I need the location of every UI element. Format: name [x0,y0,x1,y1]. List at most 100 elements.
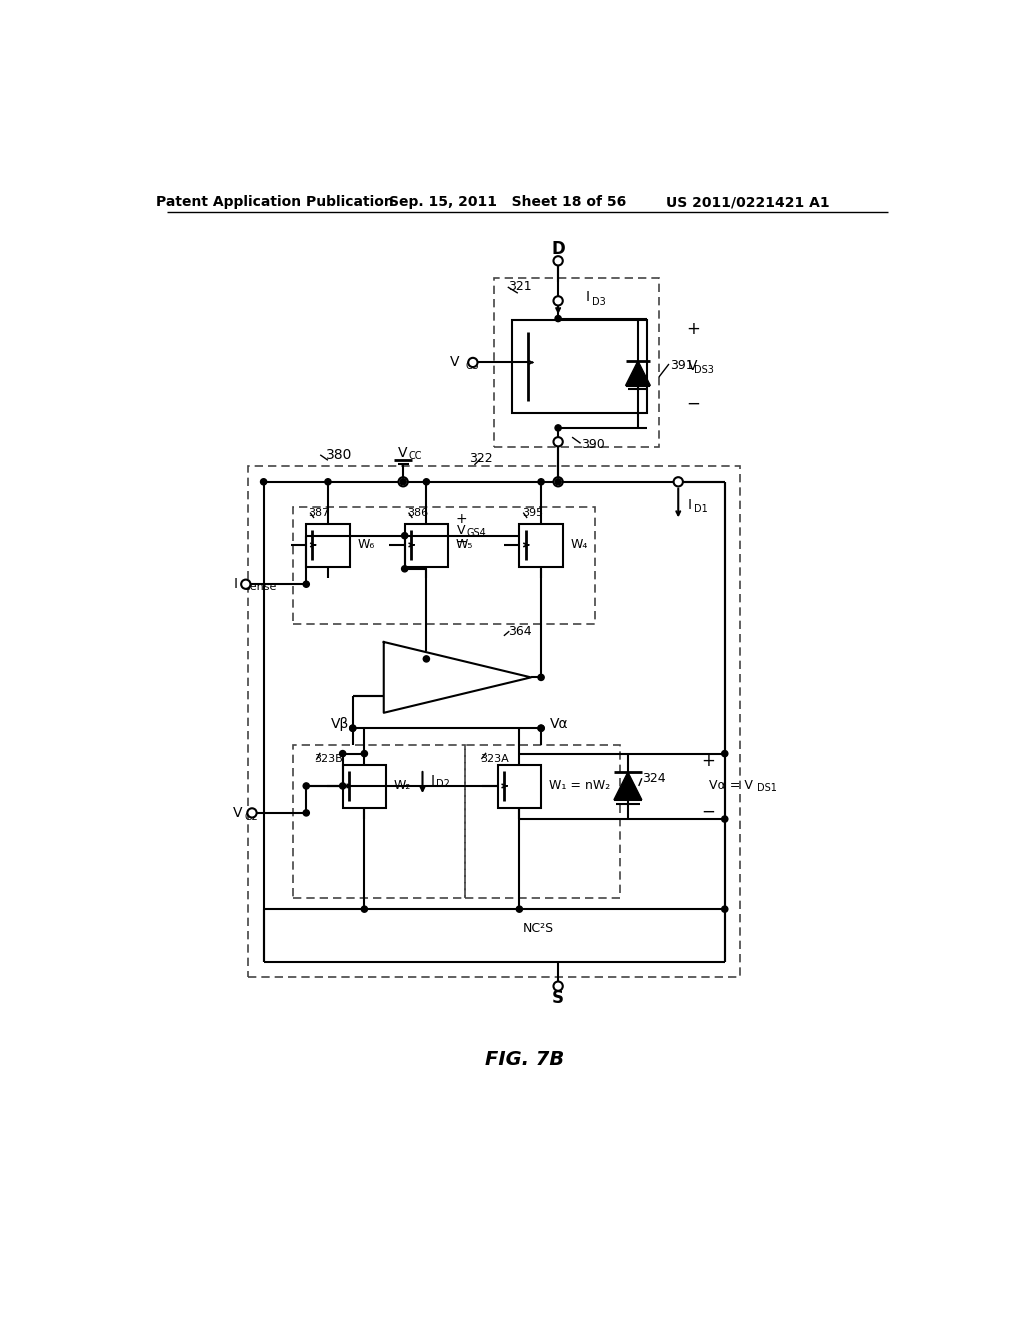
Text: D: D [551,240,565,259]
Text: Vβ: Vβ [331,717,349,731]
Circle shape [516,906,522,912]
Text: V: V [398,446,408,459]
Circle shape [260,479,266,484]
Text: −: − [701,803,716,820]
Circle shape [423,479,429,484]
Circle shape [340,751,346,756]
Text: S: S [552,989,564,1007]
Text: +: + [456,512,467,525]
Text: −: − [391,651,404,667]
Text: GS4: GS4 [467,528,486,537]
Circle shape [538,725,544,731]
Text: −: − [686,395,699,412]
Circle shape [303,783,309,789]
Circle shape [303,581,309,587]
Circle shape [722,816,728,822]
Circle shape [554,296,563,305]
Circle shape [674,478,683,487]
Text: +: + [701,752,716,771]
Circle shape [340,783,346,789]
Text: NC²S: NC²S [523,921,554,935]
Circle shape [555,425,561,432]
Text: W₅: W₅ [456,539,473,552]
Text: Vα = V: Vα = V [710,779,753,792]
Circle shape [400,479,407,484]
Circle shape [325,479,331,484]
Text: Vα: Vα [550,717,569,731]
Text: CC: CC [409,451,422,462]
Circle shape [401,532,408,539]
Bar [306,524,349,566]
Text: V: V [233,807,243,820]
Text: 323B: 323B [314,754,343,764]
Bar [465,744,621,898]
Text: D1: D1 [693,504,708,513]
Text: DS1: DS1 [758,783,777,793]
Text: I: I [687,498,691,512]
Circle shape [554,437,563,446]
Text: D3: D3 [592,297,606,308]
Bar [519,524,563,566]
Circle shape [361,906,368,912]
Text: V: V [450,355,459,370]
Bar [498,766,541,808]
Text: 322: 322 [469,453,493,465]
Circle shape [303,810,309,816]
Text: FIG. 7B: FIG. 7B [485,1049,564,1069]
Text: V: V [687,359,697,374]
Text: 395: 395 [521,508,543,519]
Text: DS3: DS3 [693,366,714,375]
Circle shape [722,906,728,912]
Circle shape [554,982,563,991]
Bar [512,321,647,412]
Text: 391: 391 [671,359,694,372]
Text: G3: G3 [465,362,479,371]
Text: 323A: 323A [480,754,509,764]
Text: I: I [234,577,238,591]
Text: G2: G2 [245,812,258,822]
Text: US 2011/0221421 A1: US 2011/0221421 A1 [667,195,829,210]
Text: 386: 386 [407,508,428,519]
Circle shape [538,725,544,731]
Bar [404,524,449,566]
Circle shape [538,675,544,681]
Polygon shape [384,642,531,713]
Text: W₆: W₆ [357,539,375,552]
Text: 390: 390 [582,438,605,451]
Circle shape [722,751,728,756]
Polygon shape [626,360,650,385]
Circle shape [554,478,563,487]
Circle shape [423,656,429,663]
Text: D2: D2 [436,779,451,789]
Text: 324: 324 [642,772,666,785]
Circle shape [555,479,561,484]
Text: −: − [456,535,467,549]
Text: Sep. 15, 2011   Sheet 18 of 56: Sep. 15, 2011 Sheet 18 of 56 [389,195,627,210]
Circle shape [468,358,477,367]
Circle shape [241,579,251,589]
Text: I: I [430,774,434,788]
Circle shape [361,751,368,756]
Text: +: + [686,321,699,338]
Text: V: V [457,524,466,537]
Circle shape [554,256,563,265]
Circle shape [555,315,561,322]
Text: W₁ = nW₂: W₁ = nW₂ [549,779,610,792]
Text: W₄: W₄ [570,539,588,552]
Circle shape [248,808,257,817]
Circle shape [349,725,356,731]
Circle shape [401,566,408,572]
Circle shape [398,478,408,487]
Polygon shape [614,772,642,800]
Text: sense: sense [245,582,276,591]
Text: W₂: W₂ [394,779,412,792]
Bar [494,277,658,447]
Text: 380: 380 [326,447,352,462]
Text: 321: 321 [508,280,531,293]
Bar [293,744,465,898]
Text: 387: 387 [308,508,330,519]
Circle shape [349,725,356,731]
Text: I: I [586,290,589,304]
Bar [293,507,595,624]
Circle shape [538,479,544,484]
